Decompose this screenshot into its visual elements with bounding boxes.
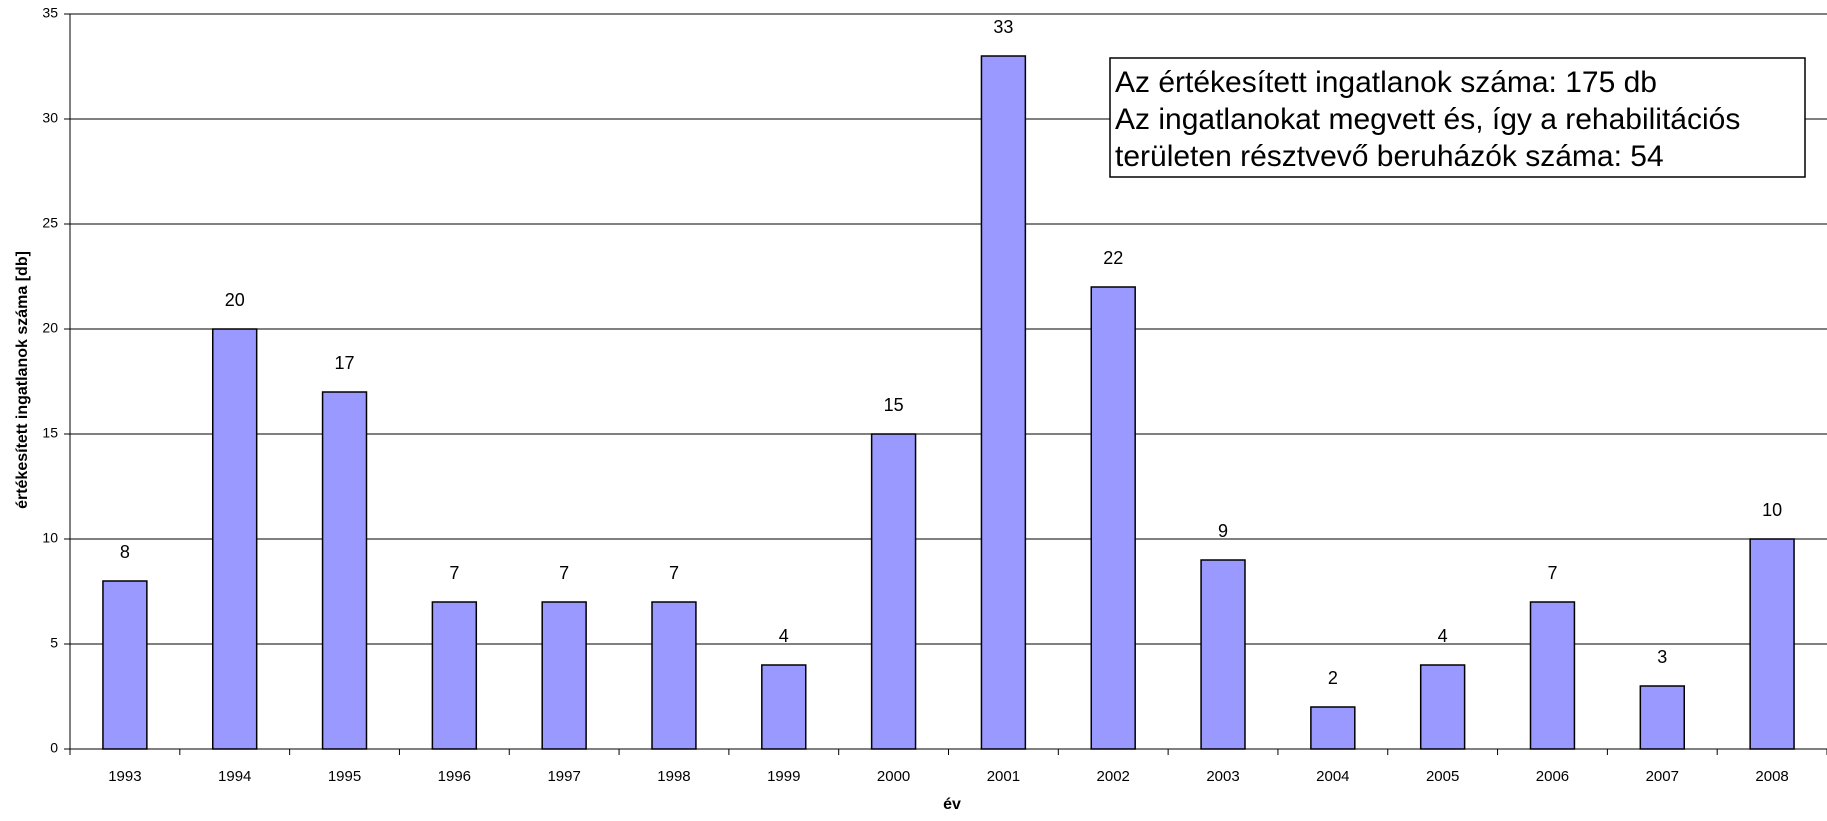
- x-tick-label: 2000: [877, 768, 910, 785]
- y-tick-label: 10: [42, 530, 58, 546]
- x-tick-label: 1995: [328, 768, 361, 785]
- data-label: 17: [335, 353, 355, 373]
- annotation-text: Az ingatlanokat megvett és, így a rehabi…: [1115, 103, 1740, 136]
- y-tick-label: 5: [50, 635, 58, 651]
- bar: [870, 433, 917, 750]
- x-tick-label: 2002: [1097, 768, 1130, 785]
- x-tick-label: 2008: [1755, 768, 1788, 785]
- bar: [761, 664, 807, 750]
- annotation-text: területen résztvevő beruházók száma: 54: [1115, 140, 1664, 173]
- data-label: 4: [779, 626, 789, 646]
- data-label: 22: [1103, 248, 1123, 268]
- x-tick-label: 1998: [657, 768, 690, 785]
- bar: [102, 580, 148, 750]
- data-label: 9: [1218, 521, 1228, 541]
- bar: [651, 601, 697, 750]
- bar: [980, 55, 1027, 750]
- y-tick-label: 30: [42, 110, 58, 126]
- y-tick-label: 20: [42, 320, 58, 336]
- bar: [541, 601, 587, 750]
- bar: [1090, 286, 1136, 750]
- data-label: 7: [1547, 563, 1557, 583]
- data-label: 3: [1657, 647, 1667, 667]
- y-tick-label: 15: [42, 425, 58, 441]
- data-label: 33: [993, 17, 1013, 37]
- bar: [1310, 706, 1356, 750]
- x-tick-label: 2005: [1426, 768, 1459, 785]
- x-tick-label: 1993: [108, 768, 141, 785]
- data-label: 15: [884, 395, 904, 415]
- data-label: 7: [449, 563, 459, 583]
- x-tick-label: 2007: [1646, 768, 1679, 785]
- bar: [1749, 538, 1795, 750]
- bar: [1639, 685, 1685, 750]
- x-tick-label: 2003: [1206, 768, 1239, 785]
- data-label: 8: [120, 542, 130, 562]
- bar: [1200, 559, 1246, 750]
- x-tick-label: 1996: [438, 768, 471, 785]
- bar: [1419, 664, 1466, 750]
- data-label: 20: [225, 290, 245, 310]
- x-tick-label: 2001: [987, 768, 1020, 785]
- x-tick-label: 2006: [1536, 768, 1569, 785]
- data-label: 7: [669, 563, 679, 583]
- x-tick-label: 1994: [218, 768, 251, 785]
- bar: [212, 328, 258, 750]
- y-tick-label: 35: [42, 5, 58, 21]
- y-tick-label: 0: [50, 740, 58, 756]
- data-label: 10: [1762, 500, 1782, 520]
- x-tick-label: 2004: [1316, 768, 1349, 785]
- x-tick-label: 1997: [547, 768, 580, 785]
- y-tick-label: 25: [42, 215, 58, 231]
- bar: [1529, 601, 1576, 750]
- x-tick-label: 1999: [767, 768, 800, 785]
- bar: [431, 601, 478, 750]
- annotation-text: Az értékesített ingatlanok száma: 175 db: [1115, 66, 1657, 99]
- data-label: 4: [1438, 626, 1448, 646]
- y-axis-label: értékesített ingatlanok száma [db]: [14, 251, 31, 509]
- bar: [321, 391, 368, 750]
- annotation-box: [1109, 57, 1806, 178]
- x-axis-label: év: [943, 796, 961, 813]
- data-label: 7: [559, 563, 569, 583]
- data-label: 2: [1328, 668, 1338, 688]
